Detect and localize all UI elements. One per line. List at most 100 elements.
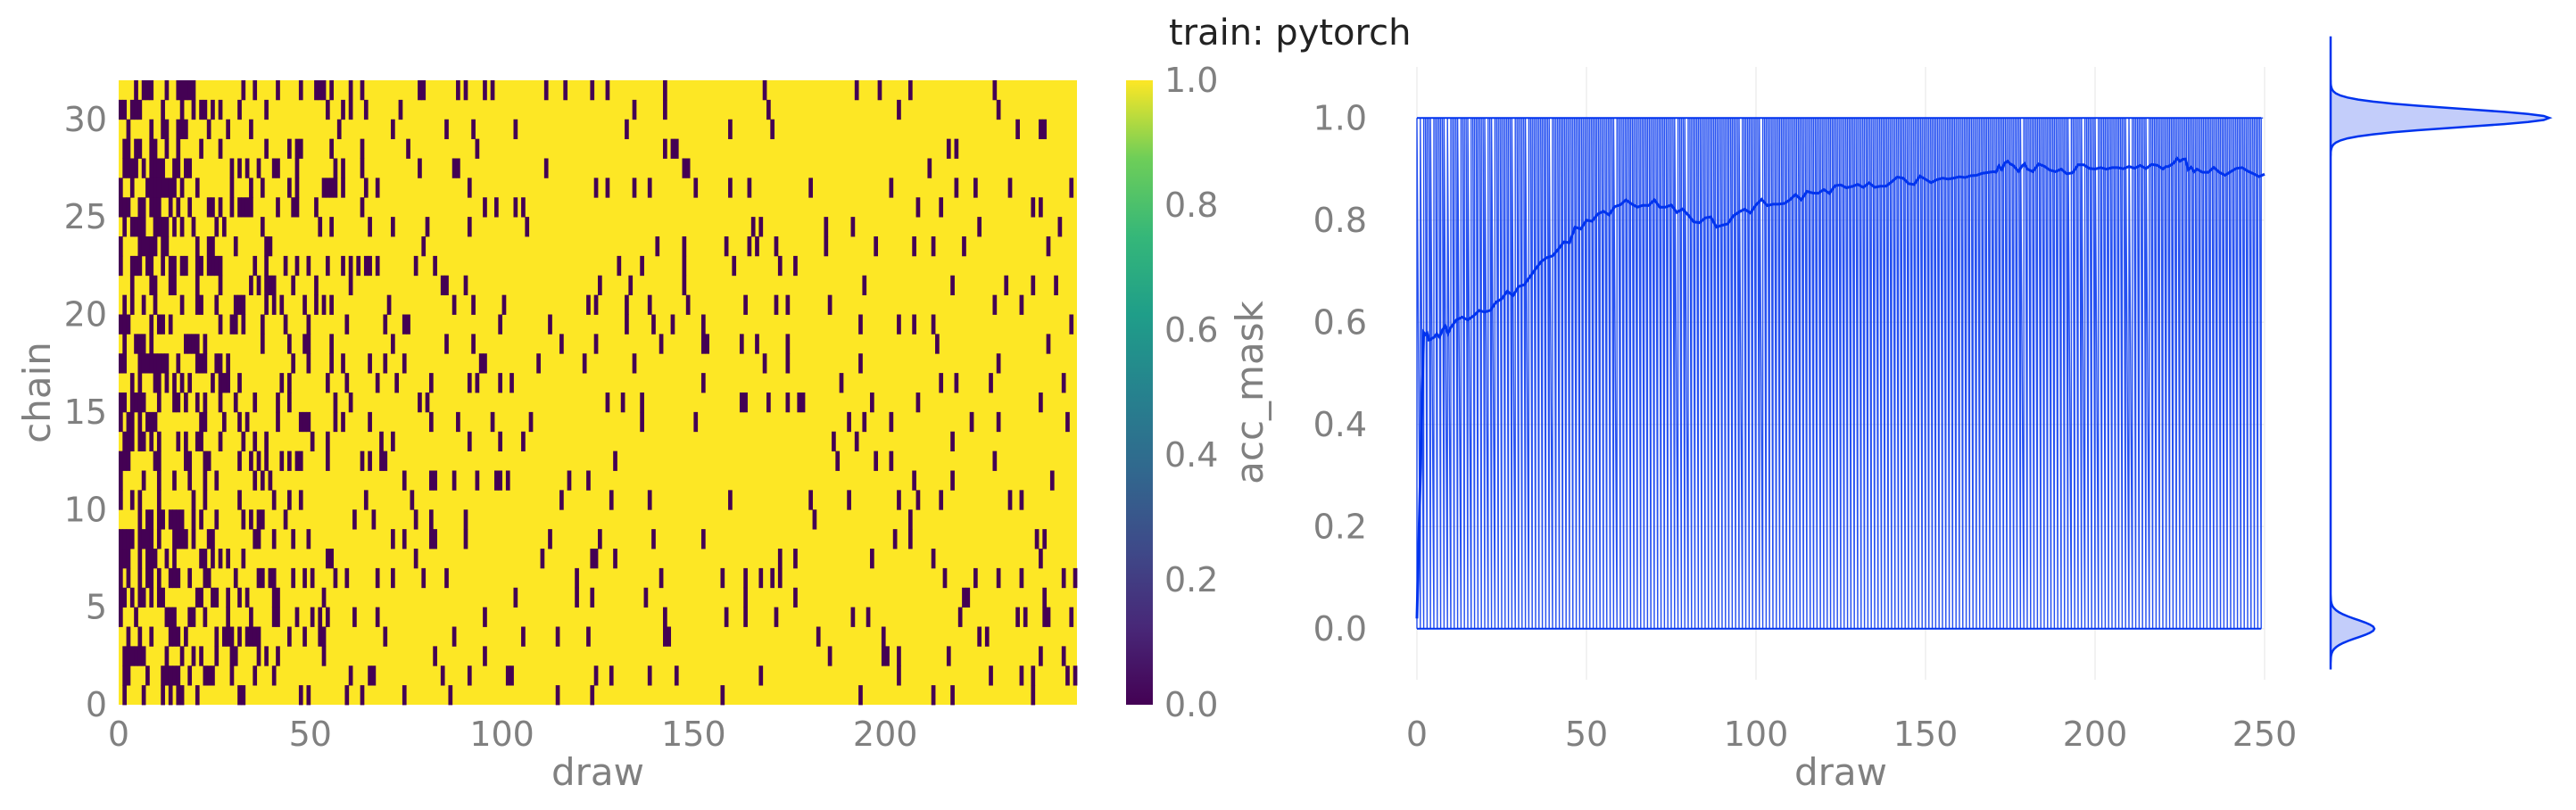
heatmap-cell bbox=[126, 314, 131, 335]
heatmap-cell bbox=[647, 665, 652, 686]
heatmap-cell bbox=[153, 236, 158, 257]
heatmap-cell bbox=[164, 138, 170, 159]
heatmap-cell bbox=[444, 567, 449, 589]
heatmap-cell bbox=[226, 373, 230, 393]
heatmap-cell bbox=[156, 217, 162, 237]
heatmap-cell bbox=[1069, 178, 1074, 198]
heatmap-cell bbox=[298, 450, 303, 471]
heatmap-cell bbox=[187, 373, 193, 393]
heatmap-cell bbox=[321, 294, 327, 315]
heatmap-cell bbox=[156, 587, 162, 608]
heatmap-cell bbox=[1046, 607, 1051, 627]
heatmap-cell bbox=[451, 158, 457, 178]
heatmap-cell bbox=[318, 607, 323, 627]
heatmap-cell bbox=[770, 567, 775, 589]
heatmap-cell bbox=[559, 490, 564, 510]
heatmap-cell bbox=[302, 626, 307, 647]
heatmap-cell bbox=[575, 567, 579, 589]
heatmap-cell bbox=[720, 685, 725, 706]
heatmap-y-tick-label: 25 bbox=[64, 197, 107, 236]
heatmap-cell bbox=[670, 314, 675, 335]
heatmap-cell bbox=[310, 567, 315, 589]
heatmap-cell bbox=[199, 353, 203, 374]
heatmap-cell bbox=[858, 314, 863, 335]
heatmap-cell bbox=[383, 353, 388, 374]
trace-x-tick-label: 50 bbox=[1565, 715, 1608, 754]
heatmap-cell bbox=[153, 138, 158, 159]
heatmap-cell bbox=[363, 178, 369, 198]
heatmap-cell bbox=[456, 158, 460, 178]
heatmap-cell bbox=[915, 490, 921, 510]
heatmap-cell bbox=[149, 549, 154, 569]
heatmap-cell bbox=[483, 646, 487, 666]
heatmap-cell bbox=[137, 490, 143, 510]
heatmap-cell bbox=[1019, 665, 1024, 686]
heatmap-cell bbox=[237, 490, 242, 510]
heatmap-cell bbox=[946, 138, 951, 159]
heatmap-cell bbox=[428, 529, 434, 550]
heatmap-cell bbox=[674, 665, 679, 686]
heatmap-cell bbox=[229, 314, 235, 335]
heatmap-cell bbox=[126, 411, 131, 433]
heatmap-cell bbox=[743, 587, 748, 608]
heatmap-cell bbox=[907, 80, 913, 101]
heatmap-cell bbox=[1073, 665, 1078, 686]
heatmap-cell bbox=[179, 217, 185, 237]
heatmap-cell bbox=[329, 217, 334, 237]
heatmap-cell bbox=[134, 217, 138, 237]
colorbar-tick-label: 0.2 bbox=[1164, 560, 1218, 599]
heatmap-cell bbox=[647, 490, 652, 510]
heatmap-cell bbox=[567, 470, 572, 491]
heatmap-cell bbox=[586, 294, 591, 315]
heatmap-cell bbox=[184, 529, 188, 550]
heatmap-cell bbox=[184, 626, 188, 647]
heatmap-cell bbox=[244, 197, 250, 218]
heatmap-cell bbox=[962, 587, 966, 608]
heatmap-cell bbox=[306, 255, 311, 277]
heatmap-cell bbox=[172, 178, 177, 198]
heatmap-cell bbox=[149, 80, 154, 101]
heatmap-cell bbox=[218, 431, 223, 452]
heatmap-cell bbox=[862, 411, 867, 433]
heatmap-cell bbox=[129, 275, 135, 296]
heatmap-cell bbox=[1019, 567, 1024, 589]
heatmap-cell bbox=[119, 587, 123, 608]
heatmap-cell bbox=[241, 509, 246, 530]
heatmap-cell bbox=[931, 549, 936, 569]
heatmap-cell bbox=[203, 470, 208, 491]
heatmap-cell bbox=[992, 450, 998, 471]
heatmap-cell bbox=[368, 255, 372, 277]
heatmap-cell bbox=[1042, 607, 1048, 627]
heatmap-cell bbox=[241, 549, 246, 569]
heatmap-cell bbox=[203, 411, 208, 433]
heatmap-cell bbox=[179, 119, 185, 140]
heatmap-cell bbox=[685, 294, 691, 315]
heatmap-cell bbox=[264, 450, 269, 471]
heatmap-cell bbox=[283, 509, 288, 530]
heatmap-cell bbox=[444, 275, 449, 296]
heatmap-cell bbox=[260, 334, 265, 354]
heatmap-cell bbox=[191, 509, 196, 530]
heatmap-cell bbox=[137, 217, 143, 237]
heatmap-cell bbox=[126, 626, 131, 647]
heatmap-cell bbox=[119, 470, 123, 491]
heatmap-x-ticks: 0 50 100 150 200 bbox=[108, 715, 918, 754]
heatmap-cell bbox=[870, 393, 874, 413]
heatmap-cell bbox=[260, 217, 265, 237]
heatmap-cell bbox=[187, 567, 193, 589]
heatmap-cell bbox=[134, 646, 138, 666]
heatmap-cell bbox=[191, 334, 196, 354]
heatmap-cell bbox=[325, 607, 330, 627]
heatmap-cell bbox=[575, 587, 579, 608]
heatmap-cell bbox=[413, 255, 418, 277]
heatmap-cell bbox=[149, 314, 154, 335]
heatmap-cell bbox=[294, 197, 300, 218]
heatmap-cell bbox=[333, 158, 338, 178]
heatmap-cell bbox=[226, 119, 230, 140]
heatmap-cell bbox=[1019, 294, 1024, 315]
heatmap-cell bbox=[149, 431, 154, 452]
heatmap-cell bbox=[137, 373, 143, 393]
heatmap-cell bbox=[137, 99, 143, 120]
trace-y-tick-label: 0.6 bbox=[1313, 302, 1367, 342]
heatmap-cell bbox=[428, 509, 434, 530]
